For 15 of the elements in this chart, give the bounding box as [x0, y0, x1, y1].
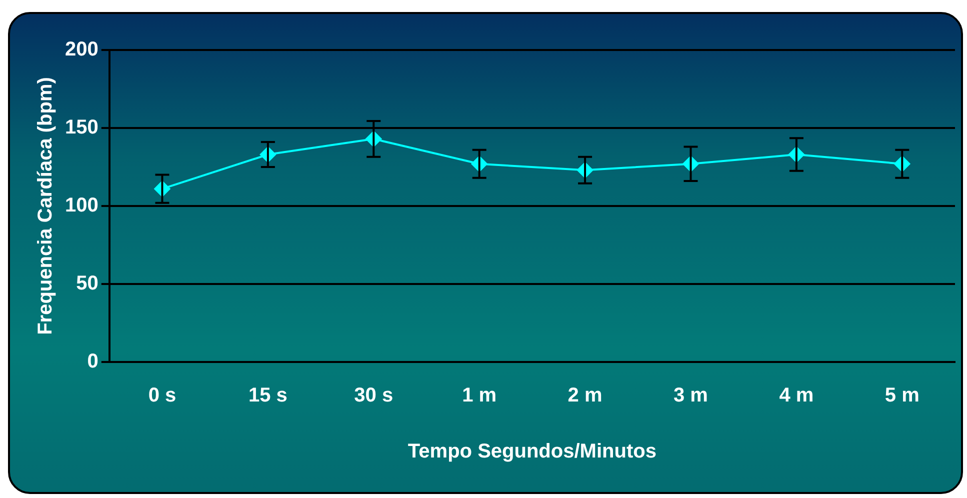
y-tick-label: 100 [64, 194, 98, 217]
x-tick-label: 4 m [779, 384, 814, 407]
y-tick-label: 150 [64, 116, 98, 139]
x-tick-label: 15 s [248, 384, 288, 407]
y-tick-label: 50 [76, 272, 98, 295]
y-tick-label: 0 [87, 350, 98, 373]
x-tick-label: 3 m [674, 384, 708, 407]
x-tick-label: 1 m [462, 384, 497, 407]
y-tick-label: 200 [64, 38, 98, 61]
x-tick-label: 0 s [148, 384, 176, 407]
x-tick-label: 5 m [884, 384, 920, 407]
y-axis-title: Frequencia Cardíaca (bpm) [34, 77, 57, 335]
x-tick-label: 2 m [568, 384, 602, 407]
x-axis-title: Tempo Segundos/Minutos [408, 440, 656, 463]
x-tick-label: 30 s [354, 384, 394, 407]
